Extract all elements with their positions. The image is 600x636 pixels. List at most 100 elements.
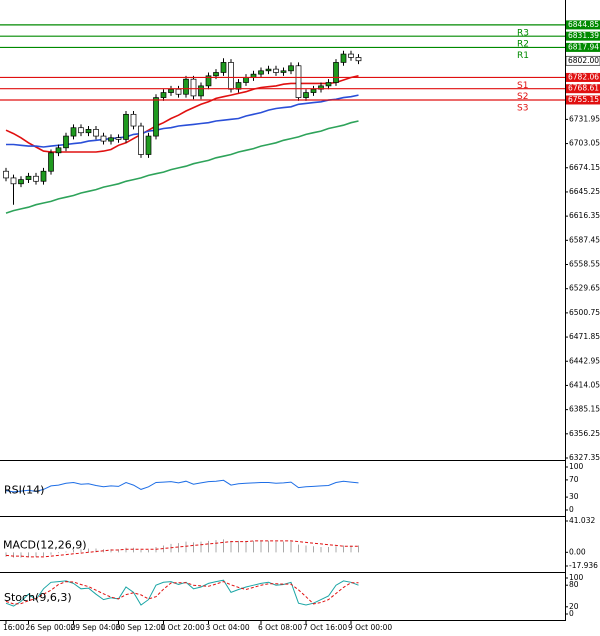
candle-body	[48, 152, 54, 172]
level-value: 6782.06	[568, 72, 599, 81]
y-tick-label: 6731.95	[569, 114, 600, 123]
x-tick-label: 30 Sep 12:00	[116, 623, 166, 632]
candle-body	[18, 179, 24, 185]
candle-body	[303, 92, 309, 98]
candle-body	[33, 175, 39, 182]
y-tick-label: 6587.45	[569, 235, 600, 244]
candle-body	[70, 127, 77, 137]
y-tick-label: 0	[569, 505, 574, 514]
indicator-line	[5, 581, 359, 605]
candle-body	[25, 175, 32, 180]
level-box	[566, 31, 600, 41]
candle-body	[273, 68, 279, 73]
level-value: 6844.85	[568, 20, 599, 29]
y-tick-label: 0	[569, 609, 574, 618]
y-tick-label: 6442.95	[569, 356, 600, 365]
y-tick-label: 70	[569, 475, 579, 484]
candle-body	[3, 170, 9, 179]
level-box	[566, 42, 600, 52]
y-tick-label: 6471.85	[569, 332, 600, 341]
candle-body	[198, 85, 204, 97]
candle-body	[243, 77, 249, 83]
candle-body	[220, 62, 227, 73]
x-tick-label: 7 Oct 16:00	[303, 623, 347, 632]
level-name: S3	[517, 103, 528, 113]
candle-body	[10, 177, 17, 185]
indicator-title: Stoch(9,6,3)	[4, 591, 72, 604]
level-name: S2	[517, 92, 528, 102]
candle-body	[310, 88, 317, 93]
indicator-line	[5, 479, 359, 493]
candle-body	[130, 113, 137, 127]
level-name: R2	[517, 40, 529, 50]
level-name: R1	[517, 51, 529, 61]
y-tick-label: 6385.15	[569, 405, 600, 414]
candle-body	[265, 68, 272, 72]
last-price-label: 6802.00	[568, 56, 599, 65]
candle-body	[93, 129, 99, 137]
y-tick-label: 80	[569, 580, 579, 589]
y-tick-label: 6414.05	[569, 380, 600, 389]
y-tick-label: 6327.35	[569, 453, 600, 462]
candle-body	[348, 53, 354, 58]
level-box	[566, 84, 600, 94]
level-name: R3	[517, 28, 529, 38]
y-tick-label: 41.032	[569, 516, 595, 525]
y-tick-label: 6558.55	[569, 260, 600, 269]
candle-body	[190, 78, 197, 97]
candle-body	[280, 70, 287, 73]
last-price-box	[565, 55, 600, 66]
level-value: 6831.39	[568, 31, 599, 40]
level-box	[566, 20, 600, 30]
y-tick-label: 0.00	[569, 547, 586, 556]
candle-body	[63, 135, 69, 149]
level-value: 6755.15	[568, 95, 599, 104]
indicator-line	[5, 75, 359, 153]
x-tick-label: 6 Oct 08:00	[258, 623, 302, 632]
candle-body	[325, 82, 332, 87]
y-tick-label: 100	[569, 573, 584, 582]
level-value: 6817.94	[568, 42, 599, 51]
y-tick-label: 6529.65	[569, 284, 600, 293]
y-tick-label: -17.936	[569, 561, 598, 570]
y-tick-label: 30	[569, 492, 579, 501]
candle-body	[183, 78, 189, 95]
candle-body	[153, 97, 159, 137]
y-tick-label: 6616.35	[569, 211, 600, 220]
y-tick-label: 100	[569, 462, 584, 471]
candle-body	[123, 113, 129, 140]
indicator-line	[5, 579, 359, 607]
x-tick-label: 16:00	[3, 623, 25, 632]
candle-body	[55, 147, 62, 154]
candle-body	[355, 57, 362, 62]
candle-body	[160, 92, 167, 98]
x-tick-label: 1 Oct 20:00	[161, 623, 205, 632]
candle-body	[175, 88, 182, 95]
candle-body	[78, 127, 84, 134]
candle-body	[295, 65, 302, 98]
y-tick-label: 6500.75	[569, 308, 600, 317]
candle-body	[108, 137, 114, 142]
candle-body	[205, 75, 212, 87]
x-tick-label: 26 Sep 00:00	[26, 623, 76, 632]
y-tick-label: 6703.05	[569, 139, 600, 148]
y-tick-label: 6645.25	[569, 187, 600, 196]
candle-body	[145, 135, 152, 155]
indicator-line	[6, 94, 359, 148]
y-tick-label: 6674.15	[569, 163, 600, 172]
candle-body	[228, 62, 234, 90]
candle-body	[213, 72, 219, 77]
candle-body	[168, 88, 174, 93]
x-tick-label: 9 Oct 00:00	[348, 623, 392, 632]
x-tick-label: 29 Sep 04:00	[71, 623, 121, 632]
candle-body	[333, 62, 339, 83]
level-box	[566, 95, 600, 105]
candle-body	[115, 137, 122, 140]
candle-body	[340, 53, 347, 63]
level-box	[566, 72, 600, 82]
y-tick-label: 20	[569, 602, 579, 611]
indicator-line	[5, 540, 359, 558]
level-name: S1	[517, 81, 528, 91]
candle-body	[85, 129, 92, 134]
